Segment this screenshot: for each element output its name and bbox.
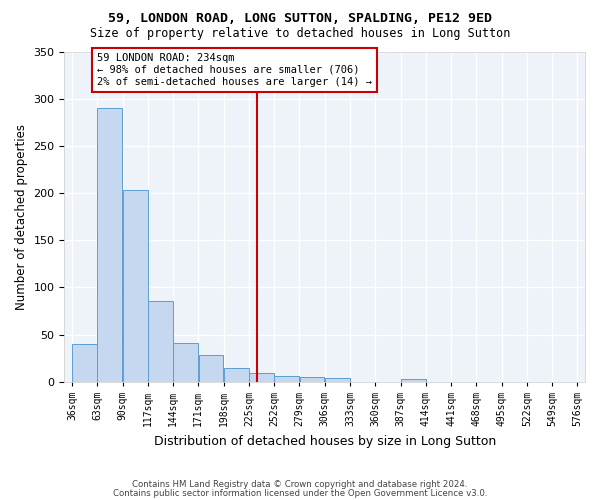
Bar bbox=[173, 343, 198, 382]
Text: 59, LONDON ROAD, LONG SUTTON, SPALDING, PE12 9ED: 59, LONDON ROAD, LONG SUTTON, SPALDING, … bbox=[108, 12, 492, 26]
Bar bbox=[325, 378, 350, 382]
Y-axis label: Number of detached properties: Number of detached properties bbox=[15, 124, 28, 310]
Bar bbox=[97, 108, 122, 382]
Text: 59 LONDON ROAD: 234sqm
← 98% of detached houses are smaller (706)
2% of semi-det: 59 LONDON ROAD: 234sqm ← 98% of detached… bbox=[97, 54, 372, 86]
Bar bbox=[224, 368, 248, 382]
X-axis label: Distribution of detached houses by size in Long Sutton: Distribution of detached houses by size … bbox=[154, 434, 496, 448]
Text: Contains HM Land Registry data © Crown copyright and database right 2024.: Contains HM Land Registry data © Crown c… bbox=[132, 480, 468, 489]
Bar bbox=[72, 344, 97, 382]
Text: Size of property relative to detached houses in Long Sutton: Size of property relative to detached ho… bbox=[90, 28, 510, 40]
Bar bbox=[123, 190, 148, 382]
Bar bbox=[299, 377, 325, 382]
Bar bbox=[199, 354, 223, 382]
Text: Contains public sector information licensed under the Open Government Licence v3: Contains public sector information licen… bbox=[113, 488, 487, 498]
Bar bbox=[274, 376, 299, 382]
Bar bbox=[401, 379, 425, 382]
Bar bbox=[249, 374, 274, 382]
Bar bbox=[148, 300, 173, 382]
